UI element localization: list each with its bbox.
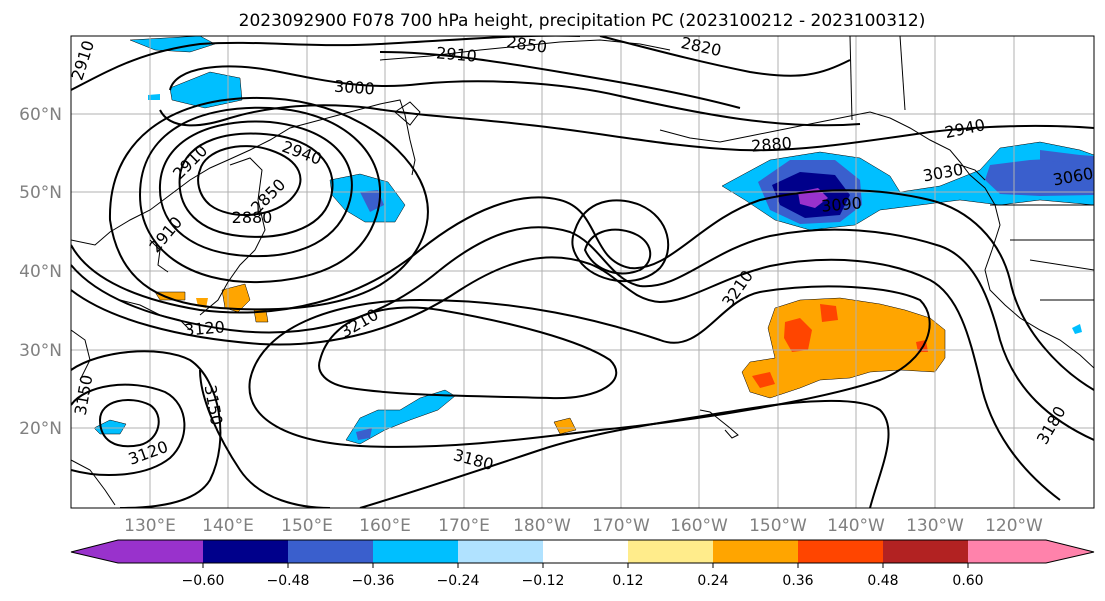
contour-label: 3120: [183, 317, 225, 339]
colorbar-segment: [118, 540, 203, 563]
precip-area-medblue: [985, 158, 1094, 196]
colorbar-segment: [798, 540, 883, 563]
lat-label: 60°N: [19, 105, 62, 125]
contour-label: 2910: [435, 43, 477, 65]
contour-line: [108, 96, 429, 311]
colorbar-segment: [288, 540, 373, 563]
colorbar-tick-label: 0.36: [782, 573, 813, 589]
colorbar-tick-label: −0.24: [437, 573, 480, 589]
precip-area-orange: [553, 417, 577, 435]
contour-line: [178, 132, 334, 238]
colorbar-segment: [968, 540, 1046, 563]
gridlines: [71, 36, 1094, 508]
lon-label: 170°W: [592, 516, 650, 536]
contour-line: [571, 199, 670, 282]
contour-label: 2850: [505, 32, 548, 56]
contour-line: [71, 36, 580, 91]
precip-area-orange: [221, 283, 251, 313]
contour-line: [98, 399, 160, 448]
contour-line: [71, 226, 1094, 441]
contour-line: [159, 104, 1094, 152]
precip-area-red: [820, 304, 838, 322]
colorbar-tick-label: 0.48: [867, 573, 898, 589]
precip-area-blue: [148, 94, 160, 100]
lon-label: 140°W: [827, 516, 885, 536]
colorbar-extend-high: [1046, 540, 1094, 563]
lon-label: 180°W: [513, 516, 571, 536]
precip-area-blue: [1072, 324, 1082, 334]
colorbar-extend-low: [71, 540, 118, 563]
figure-title: 2023092900 F078 700 hPa height, precipit…: [239, 11, 926, 31]
precip-area-medblue: [356, 428, 372, 440]
lat-label: 20°N: [19, 419, 62, 439]
contour-line: [138, 106, 381, 284]
colorbar-tick-label: 0.60: [952, 573, 983, 589]
precip-positive-areas: [154, 283, 946, 435]
contour-line: [169, 65, 861, 127]
contour-line: [379, 51, 741, 109]
lon-label: 150°E: [281, 516, 333, 536]
contour-line: [359, 399, 890, 508]
contour-line: [599, 36, 851, 77]
colorbar-segment: [458, 540, 543, 563]
precip-area-blue: [129, 36, 216, 53]
contour-line: [248, 285, 931, 448]
lat-label: 50°N: [19, 183, 62, 203]
colorbar-segment: [373, 540, 458, 563]
contour-label: 2880: [750, 133, 792, 155]
contour-line: [583, 228, 652, 275]
precip-area-orange: [154, 291, 186, 301]
map-frame: [70, 35, 1095, 509]
contour-line: [71, 383, 186, 476]
lat-label: 30°N: [19, 341, 62, 361]
colorbar-tick-label: 0.24: [697, 573, 728, 589]
colorbar-segment: [883, 540, 968, 563]
lon-label: 160°W: [670, 516, 728, 536]
colorbar: −0.60 −0.48 −0.36 −0.24 −0.12 0.12 0.24 …: [70, 539, 1095, 589]
colorbar-outline: [70, 539, 1095, 564]
contour-label: 3090: [820, 193, 862, 215]
colorbar-segment: [713, 540, 798, 563]
lat-labels: 60°N 50°N 40°N 30°N 20°N: [19, 105, 62, 439]
precip-negative-areas: [93, 36, 1094, 445]
lon-labels: 130°E 140°E 150°E 160°E 170°E 180°W 170°…: [124, 516, 1043, 536]
contour-line: [71, 256, 1061, 501]
height-contours: [71, 36, 1094, 508]
contour-label: 3000: [333, 77, 375, 99]
colorbar-segment: [203, 540, 288, 563]
precip-area-red: [784, 318, 812, 352]
colorbar-ticks: [202, 563, 969, 568]
lon-label: 130°W: [906, 516, 964, 536]
colorbar-segment: [628, 540, 713, 563]
lon-label: 150°W: [749, 516, 807, 536]
precip-area-medblue: [1040, 150, 1094, 165]
contour-label: 2880: [232, 208, 273, 227]
colorbar-segment: [543, 540, 628, 563]
contour-line: [199, 369, 331, 508]
colorbar-tick-label: −0.12: [522, 573, 565, 589]
contour-line: [158, 120, 353, 258]
lon-label: 160°E: [359, 516, 411, 536]
lat-label: 40°N: [19, 262, 62, 282]
colorbar-tick-label: −0.60: [182, 573, 225, 589]
precip-area-red: [752, 372, 775, 388]
contour-line: [197, 145, 302, 216]
lon-label: 170°E: [438, 516, 490, 536]
lon-label: 140°E: [202, 516, 254, 536]
lon-label: 130°E: [124, 516, 176, 536]
colorbar-tick-label: −0.36: [352, 573, 395, 589]
lon-label: 120°W: [985, 516, 1043, 536]
contour-line: [71, 350, 222, 508]
precip-area-blue: [345, 389, 456, 445]
contour-line: [318, 306, 618, 400]
colorbar-tick-label: 0.12: [612, 573, 643, 589]
colorbar-tick-label: −0.48: [267, 573, 310, 589]
contour-line: [71, 189, 1094, 391]
